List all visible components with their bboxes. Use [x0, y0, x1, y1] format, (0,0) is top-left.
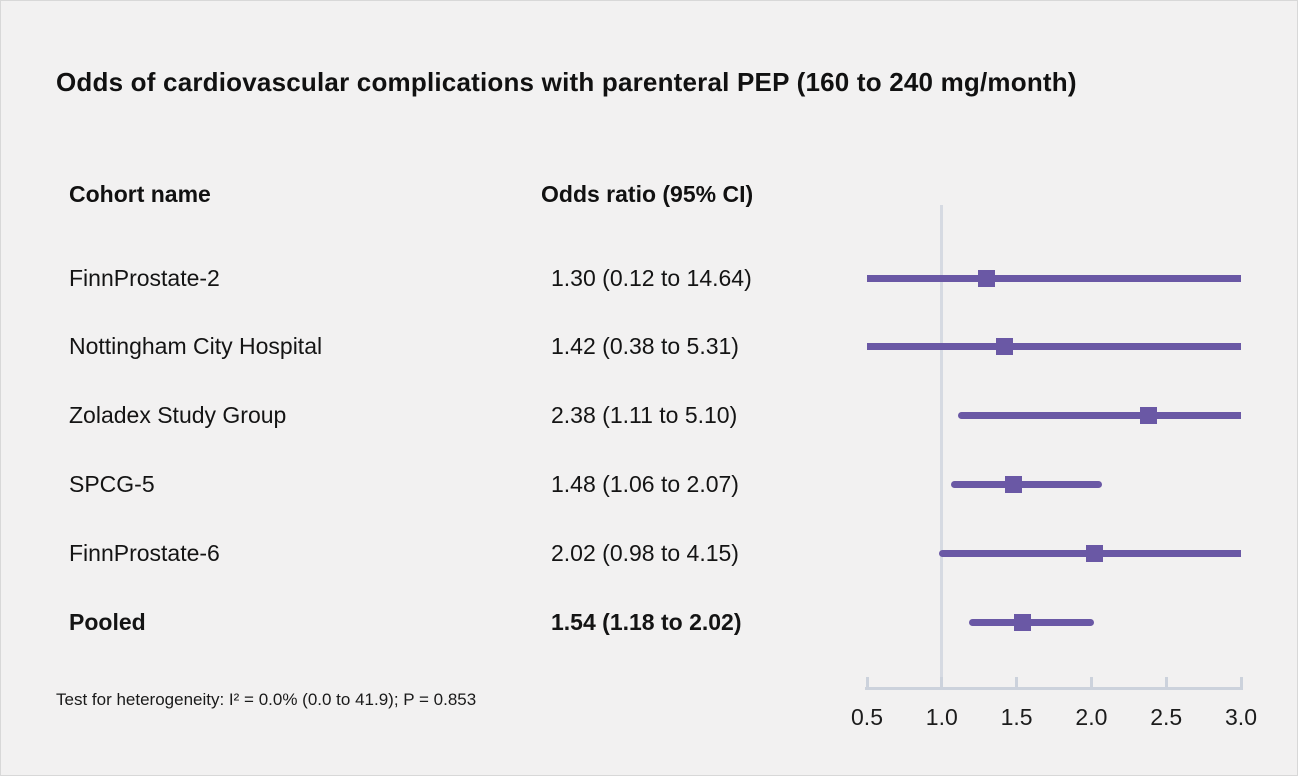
or-marker	[1139, 407, 1157, 425]
heterogeneity-footnote: Test for heterogeneity: I² = 0.0% (0.0 t…	[56, 690, 477, 709]
axis-tick-label: 2.0	[1075, 704, 1108, 730]
ci-line	[950, 480, 1102, 488]
ci-line	[958, 412, 1241, 420]
or-marker	[1005, 475, 1023, 493]
cohort-name: Zoladex Study Group	[69, 402, 287, 429]
ci-line	[968, 618, 1095, 626]
x-axis	[865, 687, 1243, 690]
odds-ratio-value: 2.38 (1.11 to 5.10)	[551, 402, 738, 429]
odds-ratio-value: 1.42 (0.38 to 5.31)	[551, 333, 739, 360]
reference-line	[940, 205, 944, 687]
column-header-cohort: Cohort name	[69, 181, 211, 207]
axis-tick	[1164, 677, 1168, 687]
axis-tick-label: 0.5	[851, 704, 883, 730]
cohort-name: FinnProstate-6	[69, 539, 220, 566]
cohort-name: SPCG-5	[69, 470, 155, 497]
odds-ratio-value: 1.54 (1.18 to 2.02)	[551, 608, 742, 635]
ci-line	[867, 274, 1241, 282]
axis-tick-label: 1.5	[1000, 704, 1033, 730]
axis-tick	[865, 677, 869, 687]
column-header-odds-ratio: Odds ratio (95% CI)	[541, 181, 754, 207]
or-marker	[978, 269, 996, 287]
cohort-name: Nottingham City Hospital	[69, 333, 323, 360]
odds-ratio-value: 1.48 (1.06 to 2.07)	[551, 470, 739, 497]
or-marker	[1085, 544, 1103, 562]
axis-tick-label: 1.0	[925, 704, 958, 730]
axis-tick-label: 3.0	[1225, 704, 1257, 730]
chart-title: Odds of cardiovascular complications wit…	[56, 67, 1077, 97]
odds-ratio-value: 2.02 (0.98 to 4.15)	[551, 539, 739, 566]
or-marker	[1014, 613, 1032, 631]
cohort-name: Pooled	[69, 608, 146, 635]
or-marker	[996, 338, 1014, 356]
ci-line	[867, 343, 1241, 351]
axis-tick	[1089, 677, 1093, 687]
axis-tick	[1239, 677, 1243, 687]
axis-tick-label: 2.5	[1150, 704, 1183, 730]
axis-tick	[940, 677, 944, 687]
odds-ratio-value: 1.30 (0.12 to 14.64)	[551, 264, 752, 291]
axis-tick	[1015, 677, 1019, 687]
cohort-name: FinnProstate-2	[69, 264, 220, 291]
